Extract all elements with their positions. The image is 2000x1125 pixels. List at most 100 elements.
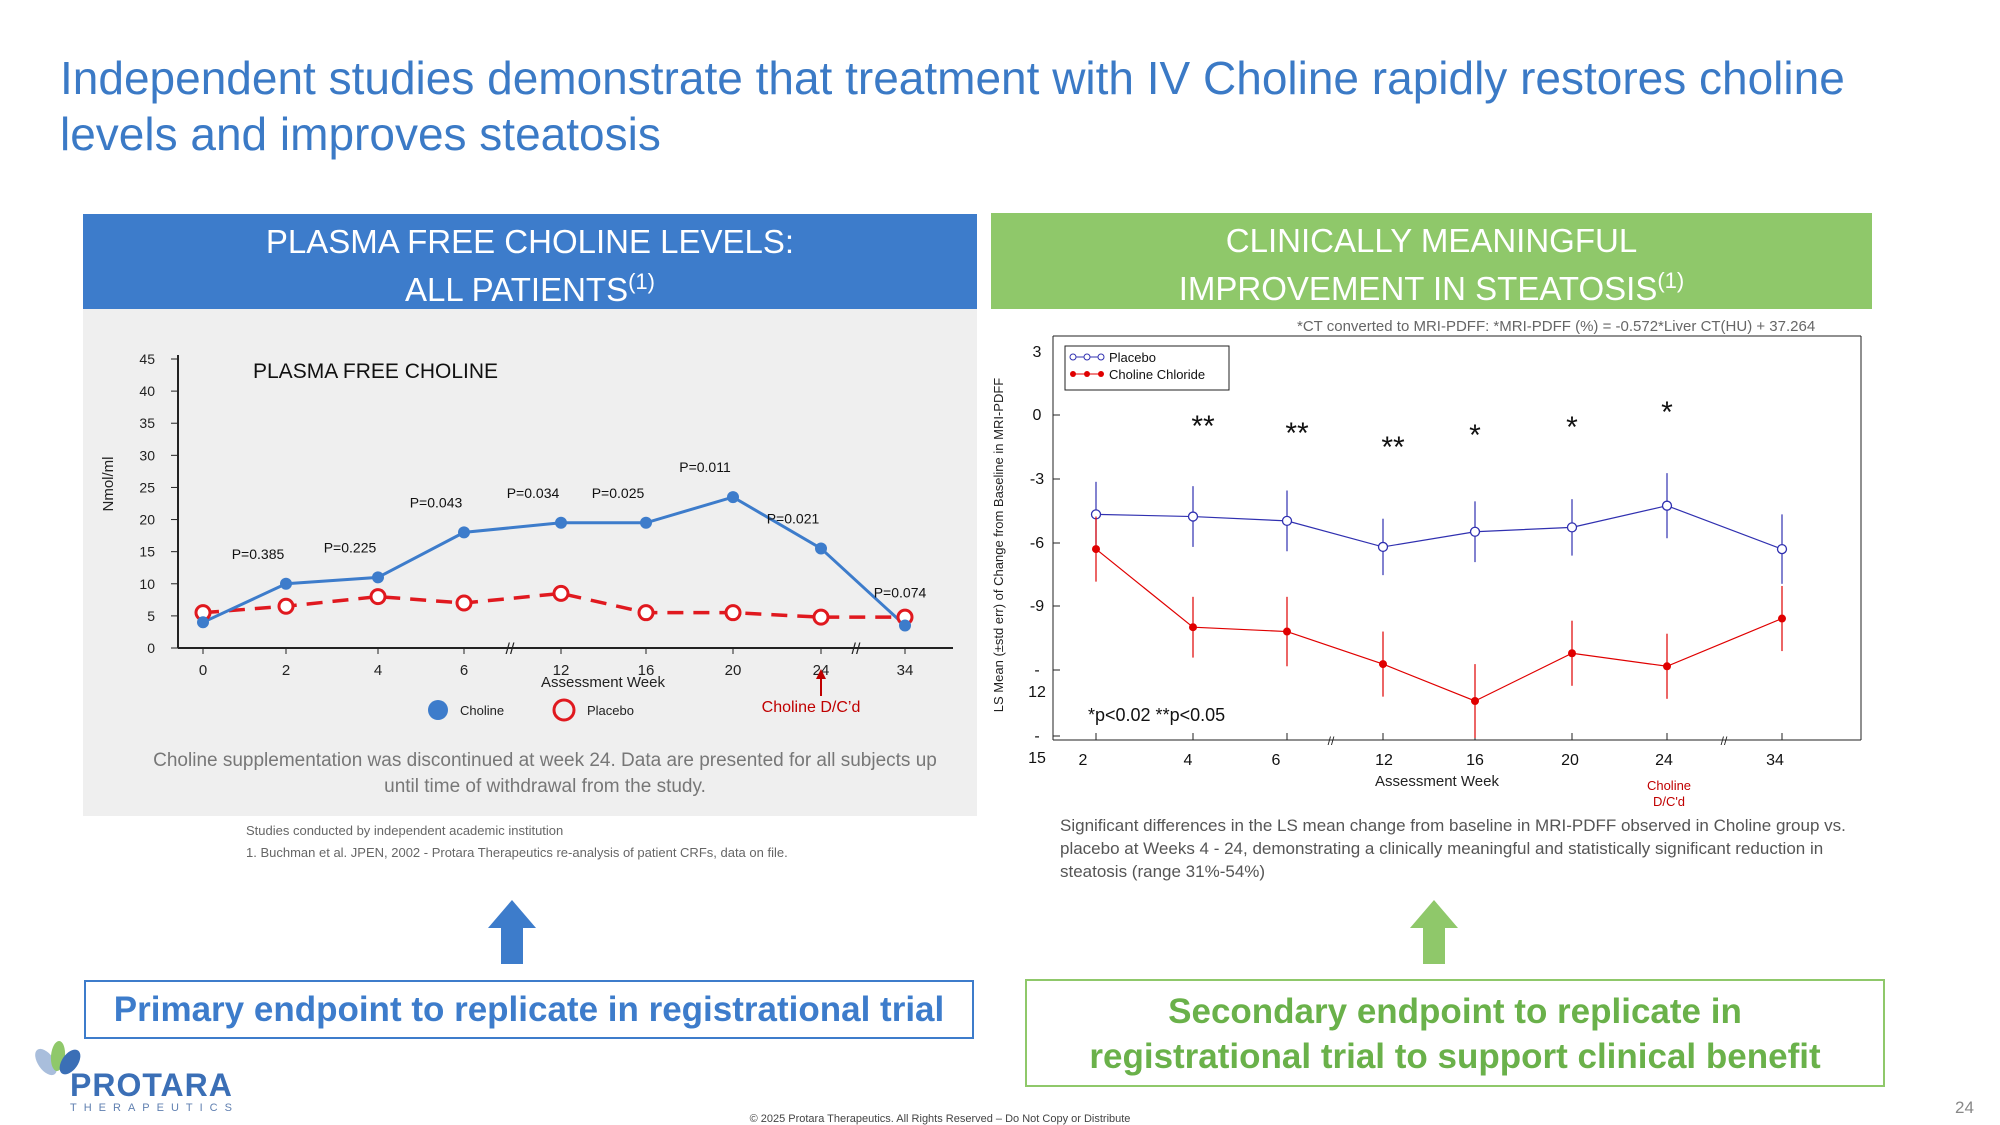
legend-choline-label: Choline bbox=[460, 703, 504, 718]
placebo-point bbox=[812, 608, 830, 626]
x-tick-label: 20 bbox=[1561, 752, 1579, 769]
placebo-point bbox=[1187, 511, 1199, 522]
axis-break: // bbox=[1721, 734, 1728, 748]
choline-point bbox=[458, 526, 470, 539]
x-axis-label: Assessment Week bbox=[541, 674, 665, 691]
left-header-line2: ALL PATIENTS(1) bbox=[404, 269, 655, 308]
y-tick-label: - bbox=[1034, 662, 1039, 679]
legend-placebo-label: Placebo bbox=[1109, 350, 1156, 365]
x-axis-label: Assessment Week bbox=[1375, 773, 1499, 790]
logo-wordmark: PROTARA bbox=[70, 1067, 233, 1103]
x-tick-label: 16 bbox=[1466, 752, 1484, 769]
y-axis-label: LS Mean (±std err) of Change from Baseli… bbox=[991, 378, 1006, 712]
choline-point bbox=[555, 516, 567, 529]
p-value-label: P=0.074 bbox=[874, 585, 927, 601]
y-tick-label: 3 bbox=[1033, 344, 1042, 361]
x-tick-label: 2 bbox=[282, 662, 290, 679]
right-chart-caption: Significant differences in the LS mean c… bbox=[1060, 816, 1846, 881]
choline-chloride-point bbox=[1663, 662, 1671, 671]
left-panel-header: PLASMA FREE CHOLINE LEVELS: ALL PATIENTS… bbox=[83, 214, 977, 309]
legend-placebo-marker bbox=[1097, 353, 1105, 361]
up-arrow-blue-icon bbox=[488, 900, 536, 964]
significance-marker: ** bbox=[1285, 417, 1309, 450]
legend-choline-label: Choline Chloride bbox=[1109, 367, 1205, 382]
p-value-label: P=0.043 bbox=[410, 494, 463, 510]
x-tick-label: 6 bbox=[460, 662, 468, 679]
right-header-line1: CLINICALLY MEANINGFUL bbox=[1225, 222, 1638, 259]
choline-point bbox=[197, 616, 209, 629]
legend-placebo-marker bbox=[552, 698, 576, 722]
legend-placebo-marker bbox=[1069, 353, 1077, 361]
copyright: © 2025 Protara Therapeutics. All Rights … bbox=[749, 1113, 1131, 1125]
x-tick-label: 12 bbox=[553, 662, 570, 679]
x-tick-label: 24 bbox=[1655, 752, 1673, 769]
placebo-point bbox=[637, 604, 655, 622]
y-tick-label: 12 bbox=[1028, 684, 1046, 701]
legend-placebo-label: Placebo bbox=[587, 703, 634, 718]
y-tick-label: 40 bbox=[139, 383, 155, 399]
right-panel-header: CLINICALLY MEANINGFUL IMPROVEMENT IN STE… bbox=[991, 213, 1872, 309]
x-tick-label: 12 bbox=[1375, 752, 1393, 769]
placebo-point bbox=[552, 584, 570, 602]
steatosis-chart: 30-3-6-9-12-15 2 4 6 12 16 20 24 34////Assessmen… bbox=[991, 335, 1862, 809]
x-tick-label: 2 bbox=[1079, 752, 1088, 769]
secondary-line2: registrational trial to support clinical… bbox=[1089, 1037, 1821, 1076]
placebo-point bbox=[1776, 543, 1788, 555]
y-tick-label: 15 bbox=[1028, 750, 1046, 767]
significance-marker: * bbox=[1469, 419, 1481, 452]
logo-subtitle: THERAPEUTICS bbox=[70, 1102, 239, 1114]
y-tick-label: 25 bbox=[139, 479, 155, 495]
choline-point bbox=[280, 577, 292, 590]
annotation-arrow-head bbox=[816, 669, 826, 679]
placebo-line bbox=[202, 591, 905, 619]
left-chart-panel bbox=[83, 309, 977, 816]
y-tick-label: 15 bbox=[139, 544, 155, 560]
y-tick-label: -6 bbox=[1030, 535, 1044, 552]
choline-chloride-point bbox=[1471, 696, 1479, 705]
x-tick-label: 4 bbox=[1184, 752, 1193, 769]
y-tick-label: - bbox=[1034, 728, 1039, 745]
legend-placebo-marker bbox=[1083, 353, 1091, 361]
y-tick-label: 0 bbox=[1033, 407, 1042, 424]
p-value-label: P=0.034 bbox=[507, 485, 560, 501]
page-number: 24 bbox=[1955, 1098, 1974, 1117]
choline-chloride-line bbox=[1095, 548, 1783, 702]
p-value-label: P=0.385 bbox=[232, 546, 285, 562]
axis-break: // bbox=[1328, 734, 1335, 748]
placebo-point bbox=[455, 594, 473, 612]
chart-title: PLASMA FREE CHOLINE bbox=[253, 360, 498, 383]
y-tick-label: 10 bbox=[139, 576, 155, 592]
axis-break: // bbox=[506, 641, 515, 658]
secondary-endpoint-box: Secondary endpoint to replicate in regis… bbox=[1025, 979, 1885, 1087]
significance-marker: * bbox=[1566, 411, 1578, 444]
axis-break: // bbox=[852, 641, 861, 658]
left-header-line1: PLASMA FREE CHOLINE LEVELS: bbox=[265, 223, 795, 260]
legend-choline-marker bbox=[1098, 371, 1104, 377]
placebo-point bbox=[1566, 522, 1578, 533]
significance-marker: * bbox=[1661, 396, 1673, 429]
y-tick-label: -9 bbox=[1030, 598, 1044, 615]
p-value-legend-note: *p<0.02 **p<0.05 bbox=[1088, 705, 1225, 725]
reference-note: 1. Buchman et al. JPEN, 2002 - Protara T… bbox=[246, 845, 788, 860]
primary-endpoint-box: Primary endpoint to replicate in registr… bbox=[84, 980, 974, 1039]
choline-point bbox=[727, 491, 739, 504]
y-tick-label: 30 bbox=[139, 447, 155, 463]
choline-point bbox=[372, 571, 384, 584]
placebo-point bbox=[369, 588, 387, 606]
x-tick-label: 0 bbox=[199, 662, 207, 679]
y-tick-label: 5 bbox=[147, 608, 155, 624]
x-tick-label: 4 bbox=[374, 662, 382, 679]
x-tick-label: 6 bbox=[1272, 752, 1281, 769]
choline-chloride-point bbox=[1379, 660, 1387, 669]
placebo-line bbox=[1095, 505, 1783, 550]
choline-chloride-point bbox=[1778, 614, 1786, 623]
y-axis-label: Nmol/ml bbox=[100, 457, 117, 512]
y-tick-label: 45 bbox=[139, 351, 155, 367]
y-tick-label: 35 bbox=[139, 415, 155, 431]
choline-chloride-point bbox=[1568, 649, 1576, 658]
x-tick-label: 34 bbox=[1766, 752, 1784, 769]
placebo-point bbox=[1281, 515, 1293, 527]
placebo-point bbox=[1377, 541, 1389, 553]
choline-chloride-point bbox=[1189, 623, 1197, 632]
protara-leaf-logo-icon bbox=[35, 1041, 81, 1076]
